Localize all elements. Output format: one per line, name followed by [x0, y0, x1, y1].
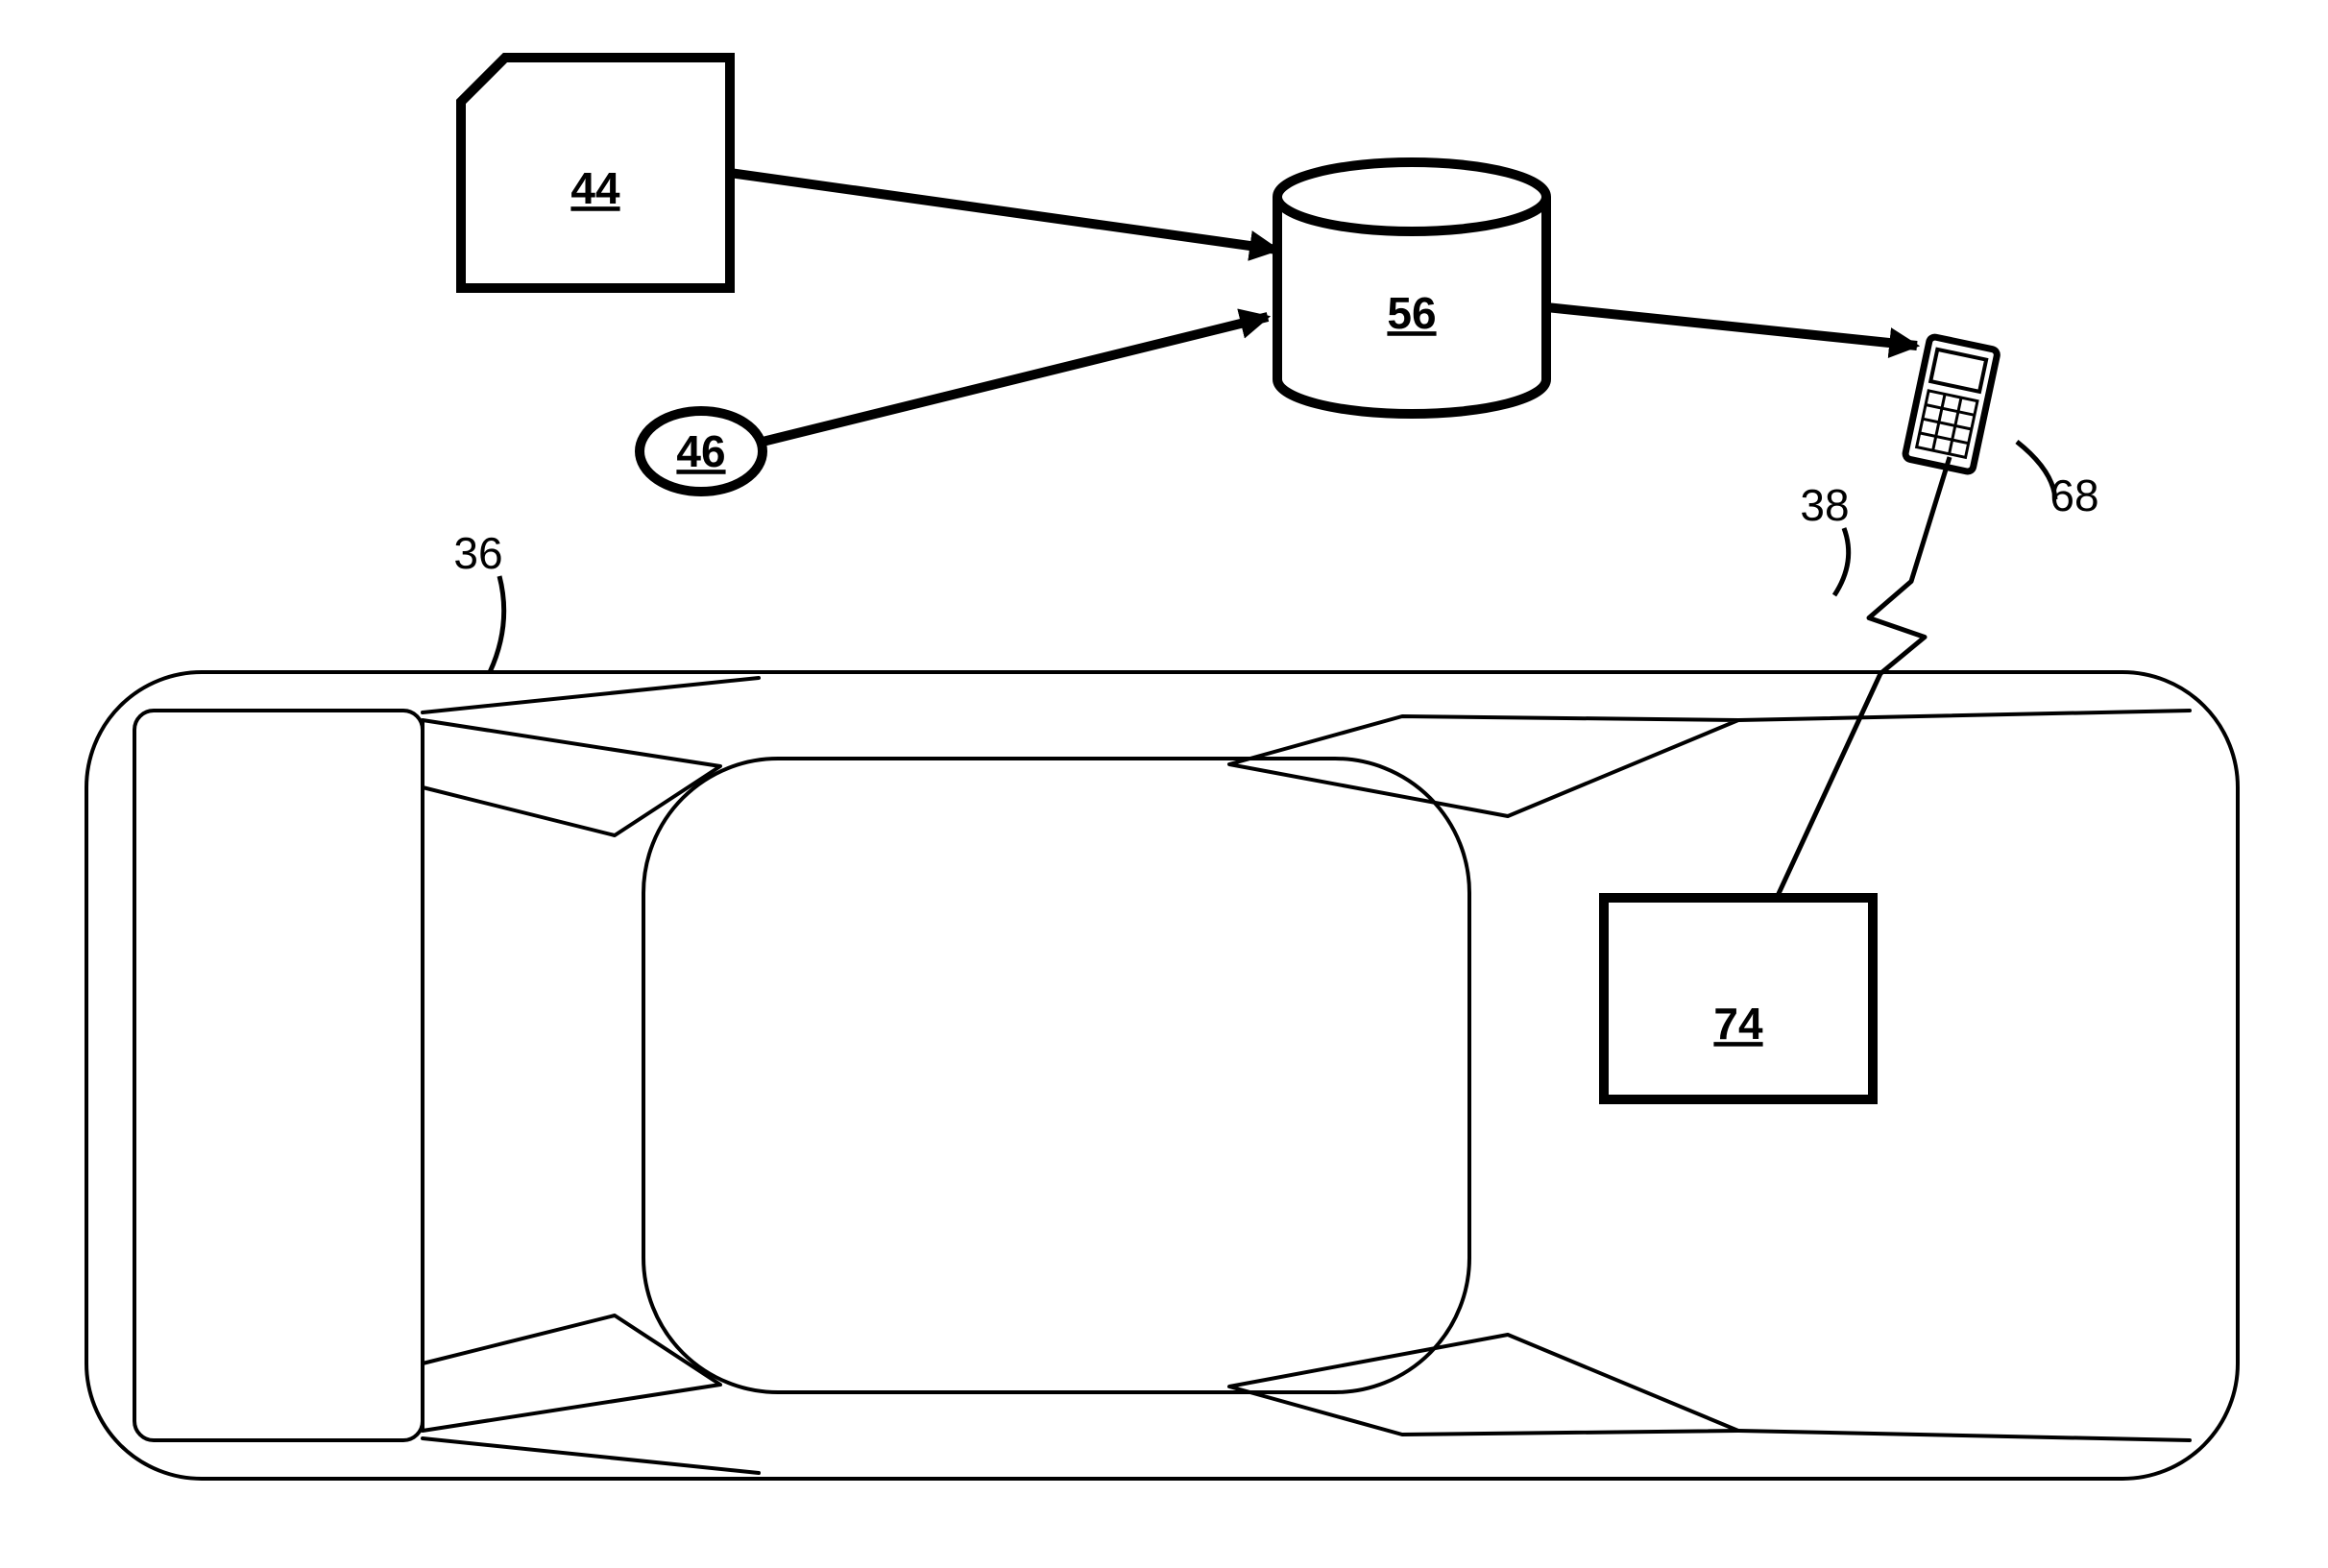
label-68: 68 — [2049, 470, 2098, 520]
edge-1 — [763, 317, 1268, 442]
label-38: 38 — [1800, 480, 1849, 530]
car-leader — [490, 576, 504, 672]
edge-0 — [730, 173, 1277, 250]
phone-node — [1904, 336, 1998, 472]
label-44: 44 — [570, 163, 620, 213]
label-74: 74 — [1713, 999, 1763, 1049]
edge-2 — [1546, 307, 1917, 346]
label-46: 46 — [676, 426, 725, 476]
label-36: 36 — [453, 528, 502, 578]
car-outline — [86, 672, 2238, 1479]
label-56: 56 — [1387, 288, 1436, 338]
link-leader — [1834, 528, 1849, 595]
